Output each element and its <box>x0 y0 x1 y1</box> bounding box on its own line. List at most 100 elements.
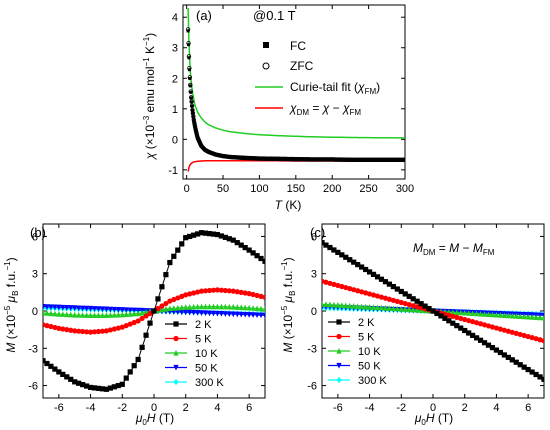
panel-c-ytick-label: 0 <box>311 306 317 318</box>
panel-b-data-point <box>119 307 125 313</box>
zfc-point <box>402 157 405 162</box>
panel-c-ytick-label: 6 <box>311 231 317 243</box>
panel-c-data-point <box>525 366 531 373</box>
panel-a-xtick-label: 100 <box>250 183 268 195</box>
panel-c-data-point <box>418 301 424 307</box>
panel-b-data-point <box>43 309 46 316</box>
panel-c-data-point <box>458 325 464 331</box>
panel-c-data-point <box>335 302 341 308</box>
panel-c-data-point <box>414 304 420 310</box>
panel-b-data-point <box>135 318 141 324</box>
panel-c-data-point <box>537 374 543 380</box>
panel-c-data-point <box>378 294 385 300</box>
panel-c-data-point <box>406 293 412 299</box>
panel-c-ytick-label: -3 <box>307 343 317 355</box>
fc-point <box>191 115 195 119</box>
panel-b-data-point <box>254 253 260 259</box>
panel-b-xtick-label: -6 <box>54 402 64 414</box>
legend-dm-label: χDM = χ − χFM <box>289 101 361 117</box>
fc-point <box>190 100 194 104</box>
panel-c-data-point <box>343 254 349 260</box>
panel-c-data-point <box>370 271 377 277</box>
panel-b-data-point <box>234 304 240 310</box>
panel-b-data-point <box>206 231 213 237</box>
panel-b-data-point <box>95 306 102 312</box>
dm-line <box>187 159 405 172</box>
panel-c-data-point <box>434 310 440 317</box>
panel-b-data-point <box>250 305 256 311</box>
panel-c-data-point <box>442 315 448 321</box>
panel-b-data-point <box>159 306 165 313</box>
panel-c-data-point <box>481 322 488 328</box>
panel-b-data-point <box>206 287 213 294</box>
panel-b-data-point <box>226 303 232 310</box>
panel-b-data-point <box>127 321 133 327</box>
panel-b-data-point <box>183 292 189 298</box>
panel-b-legend-marker <box>173 364 179 371</box>
panel-c-data-point <box>322 301 325 307</box>
panel-c-data-point <box>489 324 496 330</box>
panel-b-data-point <box>48 323 54 330</box>
panel-c-data-point <box>509 312 515 319</box>
panel-c-data-point <box>438 313 444 319</box>
panel-b-data-point <box>250 312 256 318</box>
panel-c-data-point <box>410 303 416 309</box>
panel-b-data-point <box>242 290 248 296</box>
panel-b-ylabel: M (×10−5 μB f.u.−1) <box>3 257 20 352</box>
panel-c-data-point <box>422 303 428 309</box>
panel-b-data-point <box>111 384 117 390</box>
panel-c-legend-label: 50 K <box>358 361 381 373</box>
panel-c-legend-marker <box>336 347 342 354</box>
panel-b-data-point <box>175 247 181 253</box>
panel-c-data-point <box>323 279 329 285</box>
panel-b-data-point <box>171 296 177 303</box>
panel-b-data-point <box>187 233 193 240</box>
panel-c-data-point <box>462 327 468 334</box>
panel-c-data-point <box>489 345 496 351</box>
panel-a-ytick-label: 0 <box>172 134 178 146</box>
panel-b-data-point <box>258 293 264 299</box>
panel-c-data-point <box>477 321 484 327</box>
panel-c-data-point <box>474 335 480 341</box>
panel-b-data-point <box>87 329 94 335</box>
panel-b-data-point <box>127 311 133 317</box>
panel-c-data-point <box>343 284 349 291</box>
panel-b-data-point <box>175 304 181 311</box>
panel-c-data-point <box>331 247 337 253</box>
panel-a-plot <box>185 8 405 172</box>
panel-b-data-point <box>131 307 137 314</box>
panel-b-data-point <box>258 305 264 312</box>
panel-c-data-point <box>505 354 511 360</box>
panel-b-data-point <box>84 312 90 318</box>
fc-point <box>186 29 190 33</box>
panel-b-data-point <box>222 287 228 294</box>
panel-a-ytick-label: 1 <box>172 104 178 116</box>
panel-c-data-point <box>497 349 503 356</box>
panel-b-data-point <box>143 313 149 319</box>
panel-c-data-point <box>355 262 361 268</box>
panel-c-data-point <box>517 313 523 319</box>
panel-c-data-point <box>335 282 341 289</box>
panel-c-data-point <box>489 311 496 318</box>
panel-b-legend-marker <box>173 378 179 386</box>
panel-c-data-point <box>402 306 408 312</box>
panel-b-data-point <box>238 289 244 295</box>
panel-b-data-point <box>107 306 113 313</box>
panel-b-legend-label: 50 K <box>195 363 218 375</box>
panel-b-legend-marker <box>173 349 179 356</box>
panel-c-data-point <box>541 312 544 319</box>
panel-b-data-point <box>143 309 149 315</box>
panel-b-data-point <box>163 300 169 307</box>
panel-b-ytick-label: -6 <box>28 381 38 393</box>
panel-b-data-point <box>195 303 201 310</box>
panel-b-data-point <box>60 304 66 311</box>
panel-c-data-point <box>398 305 404 312</box>
panel-c-data-point <box>541 376 544 382</box>
panel-c-xtick-label: 4 <box>493 402 499 414</box>
panel-c-xtick-label: 2 <box>462 402 468 414</box>
panel-b-data-point <box>80 305 86 312</box>
panel-b-data-point <box>43 358 46 364</box>
panel-b-data-point <box>147 320 153 326</box>
panel-c-data-point <box>533 336 539 342</box>
panel-c-data-point <box>462 309 468 316</box>
